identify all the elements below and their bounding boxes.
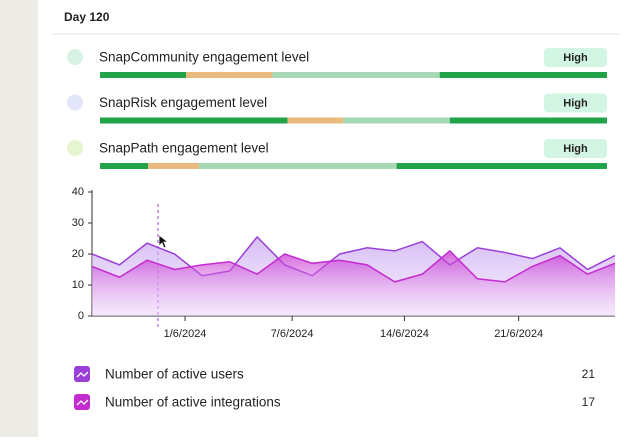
line [91, 235, 616, 277]
row-icon [67, 140, 83, 156]
segment [343, 117, 450, 124]
segment [100, 117, 288, 124]
segment [439, 72, 607, 78]
legend-value: 21 [582, 367, 596, 381]
sidebar [0, 0, 38, 437]
y-tick-label: 30 [72, 217, 84, 229]
segment [396, 163, 607, 169]
segment [287, 117, 344, 124]
row-label: SnapPath engagement level [99, 141, 269, 156]
badge-bg [544, 48, 607, 67]
x-tick-label: 7/6/2024 [271, 328, 314, 340]
day-title: Day 120 [64, 10, 110, 24]
legend-glyph [76, 371, 89, 378]
badge: High [563, 143, 588, 155]
legend-value: 17 [582, 395, 596, 409]
segment [449, 117, 607, 124]
line [91, 249, 616, 283]
y-tick-label: 0 [78, 310, 84, 322]
y-tick-label: 20 [72, 248, 84, 260]
segment [100, 163, 149, 169]
legend-label: Number of active users [105, 367, 244, 382]
row-icon [67, 49, 83, 65]
x-tick-label: 14/6/2024 [380, 328, 429, 340]
mouse-cursor [158, 234, 170, 249]
y-tick-label: 10 [72, 279, 84, 291]
badge-bg [544, 93, 607, 113]
x-tick-label: 21/6/2024 [494, 328, 543, 340]
segment [198, 163, 397, 169]
row-label: SnapRisk engagement level [99, 95, 267, 110]
legend-label: Number of active integrations [105, 395, 281, 410]
segment [272, 72, 440, 78]
legend-glyph [76, 399, 89, 406]
badge: High [563, 97, 588, 109]
badge: High [563, 52, 588, 64]
segment [186, 72, 273, 78]
segment [148, 163, 199, 169]
x-tick-label: 1/6/2024 [164, 328, 207, 340]
segment [100, 72, 187, 78]
row-label: SnapCommunity engagement level [99, 50, 309, 65]
badge-bg [544, 139, 607, 158]
y-tick-label: 40 [72, 186, 84, 198]
area [92, 250, 615, 316]
row-icon [67, 94, 83, 111]
